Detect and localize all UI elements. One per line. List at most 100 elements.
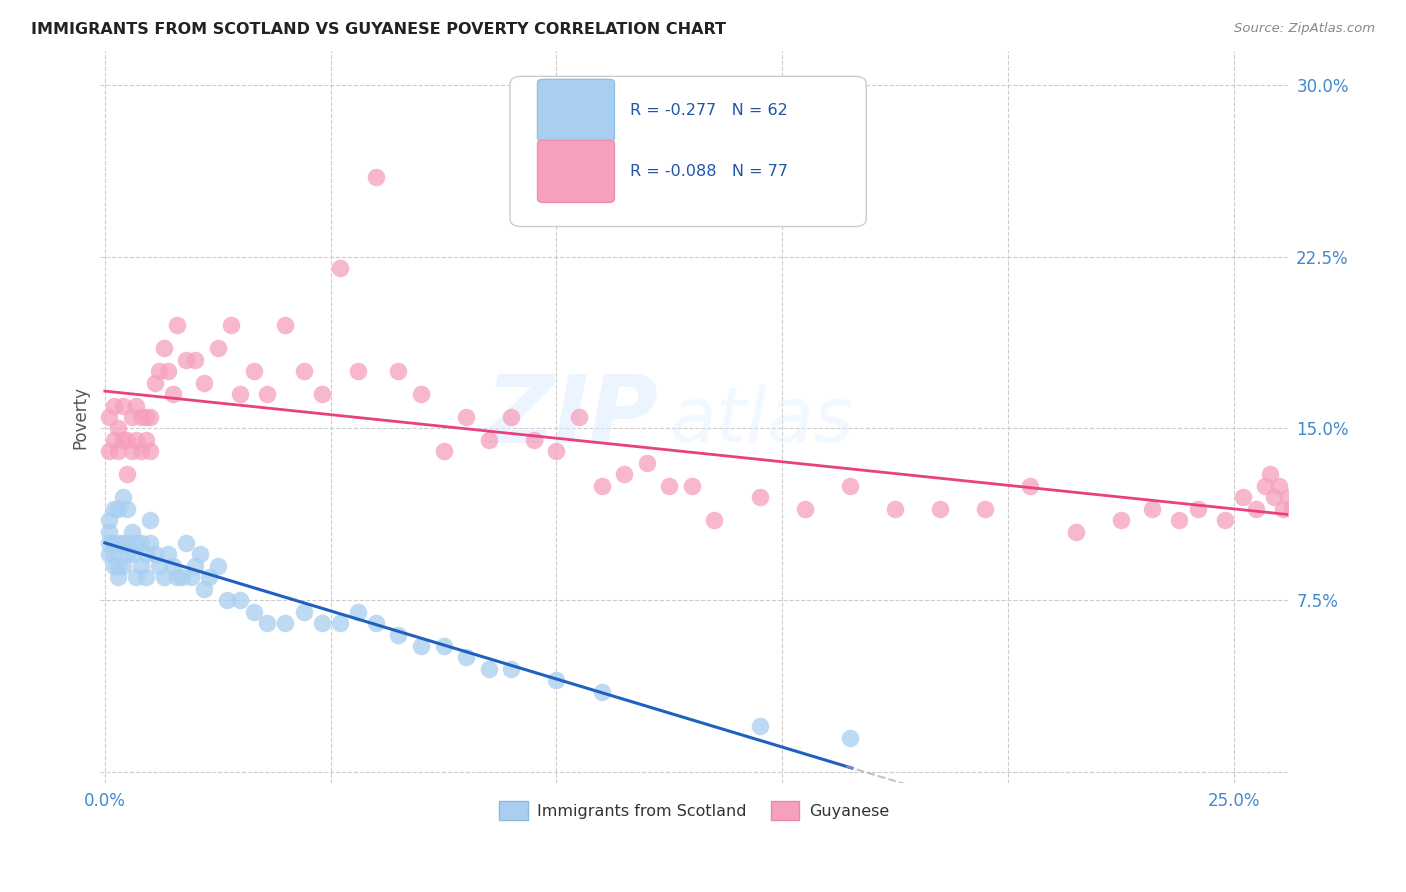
Point <box>292 605 315 619</box>
Point <box>1263 490 1285 504</box>
Point <box>157 548 180 562</box>
Point <box>107 536 129 550</box>
Y-axis label: Poverty: Poverty <box>72 385 89 449</box>
Point <box>117 536 139 550</box>
Point <box>107 558 129 573</box>
Point <box>166 570 188 584</box>
Point <box>1277 490 1299 504</box>
Point <box>311 616 333 631</box>
Point <box>121 410 143 425</box>
Point <box>546 444 568 458</box>
Point <box>207 342 229 356</box>
Point <box>103 501 125 516</box>
Point <box>98 536 121 550</box>
Point <box>103 536 125 550</box>
Point <box>501 410 523 425</box>
Point <box>591 479 613 493</box>
Point <box>98 410 121 425</box>
Point <box>98 513 121 527</box>
Point <box>346 364 368 378</box>
Point <box>256 616 278 631</box>
Point <box>174 352 197 367</box>
Point <box>98 548 121 562</box>
Point <box>1244 501 1267 516</box>
Point <box>107 444 129 458</box>
Point <box>1109 513 1132 527</box>
Point <box>134 570 156 584</box>
Point <box>121 548 143 562</box>
Point <box>346 605 368 619</box>
Point <box>221 318 243 333</box>
Point <box>929 501 952 516</box>
Point <box>703 513 725 527</box>
Point <box>125 536 148 550</box>
Point <box>193 582 215 596</box>
Point <box>478 433 501 447</box>
Point <box>215 593 238 607</box>
Point <box>243 364 266 378</box>
Text: atlas: atlas <box>671 384 855 458</box>
Point <box>681 479 703 493</box>
Text: Source: ZipAtlas.com: Source: ZipAtlas.com <box>1234 22 1375 36</box>
Point <box>229 387 252 401</box>
Point <box>274 318 297 333</box>
FancyBboxPatch shape <box>510 77 866 227</box>
Point <box>152 570 174 584</box>
Point <box>184 352 207 367</box>
Point <box>256 387 278 401</box>
Point <box>243 605 266 619</box>
Point <box>1142 501 1164 516</box>
Point <box>613 467 636 482</box>
Point <box>1268 479 1291 493</box>
Point <box>148 558 170 573</box>
Point <box>207 558 229 573</box>
Point <box>139 410 162 425</box>
Point <box>364 616 387 631</box>
Point <box>184 558 207 573</box>
Point <box>152 342 174 356</box>
Point <box>658 479 681 493</box>
Point <box>107 501 129 516</box>
Point <box>409 387 432 401</box>
Point <box>409 639 432 653</box>
Point <box>103 548 125 562</box>
Point <box>129 444 152 458</box>
Point <box>111 433 134 447</box>
Point <box>197 570 219 584</box>
Point <box>125 399 148 413</box>
Point <box>387 627 409 641</box>
Point <box>166 318 188 333</box>
Point <box>129 558 152 573</box>
Point <box>748 719 770 733</box>
Point <box>162 387 184 401</box>
Point <box>111 536 134 550</box>
Point <box>193 376 215 390</box>
Text: IMMIGRANTS FROM SCOTLAND VS GUYANESE POVERTY CORRELATION CHART: IMMIGRANTS FROM SCOTLAND VS GUYANESE POV… <box>31 22 725 37</box>
Point <box>117 548 139 562</box>
Point <box>292 364 315 378</box>
Point <box>148 364 170 378</box>
Point <box>329 616 352 631</box>
Point <box>793 501 815 516</box>
Point <box>117 467 139 482</box>
Point <box>139 536 162 550</box>
Point <box>1254 479 1277 493</box>
Point <box>180 570 202 584</box>
Point <box>501 662 523 676</box>
Point <box>1281 501 1303 516</box>
Point <box>139 444 162 458</box>
Point <box>432 639 454 653</box>
Point <box>139 513 162 527</box>
Point <box>157 364 180 378</box>
Point <box>1187 501 1209 516</box>
Point <box>107 570 129 584</box>
Point <box>274 616 297 631</box>
Point <box>229 593 252 607</box>
Point <box>129 536 152 550</box>
Point <box>1232 490 1254 504</box>
Point <box>1258 467 1281 482</box>
Point <box>974 501 997 516</box>
Point <box>188 548 211 562</box>
Point <box>838 731 860 745</box>
Point <box>111 558 134 573</box>
